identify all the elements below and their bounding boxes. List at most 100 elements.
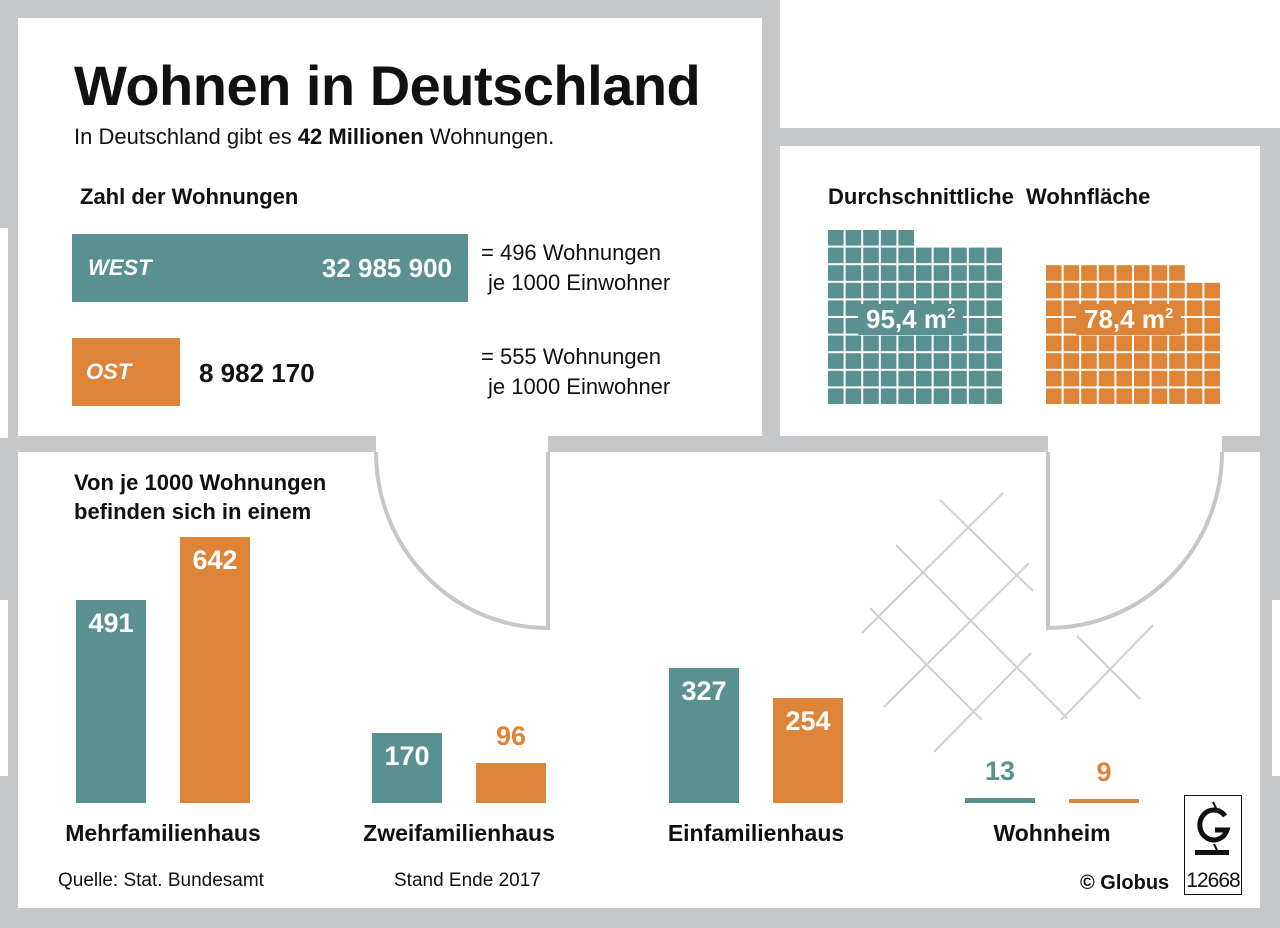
area-cell-west bbox=[933, 335, 950, 352]
area-value-west-text: 95,4 m bbox=[866, 303, 947, 334]
wall-segment bbox=[780, 128, 828, 146]
area-cell-west bbox=[951, 370, 967, 387]
area-cell-ost bbox=[1169, 388, 1185, 404]
area-cell-west bbox=[845, 230, 862, 246]
area-cell-west bbox=[986, 388, 1002, 404]
area-cell-west bbox=[898, 230, 914, 246]
area-cell-west bbox=[986, 370, 1002, 387]
bar-value-label: 9 bbox=[1096, 757, 1112, 787]
area-cell-west bbox=[880, 388, 897, 404]
area-cell-ost bbox=[1134, 282, 1150, 299]
floor-tile-pattern bbox=[861, 492, 1154, 753]
door-opening-left bbox=[376, 430, 548, 460]
area-cell-ost bbox=[1098, 335, 1115, 352]
area-cell-ost bbox=[1186, 282, 1203, 299]
area-cell-ost bbox=[1186, 353, 1203, 369]
area-cell-ost bbox=[1098, 388, 1115, 404]
area-cell-west bbox=[863, 335, 879, 352]
area-cell-west bbox=[986, 335, 1002, 352]
source-note: Quelle: Stat. Bundesamt bbox=[58, 870, 264, 891]
area-cell-ost bbox=[1046, 388, 1062, 404]
area-cell-west bbox=[916, 388, 932, 404]
annotation-ost-line1: = 555 Wohnungen bbox=[481, 344, 662, 369]
area-cell-west bbox=[863, 370, 879, 387]
annotation-ost: = 555 Wohnungen je 1000 Einwohner bbox=[481, 342, 670, 402]
area-cell-west bbox=[916, 370, 932, 387]
area-cell-west bbox=[916, 265, 932, 281]
chart-title-line2: befinden sich in einem bbox=[74, 499, 312, 524]
area-cell-ost bbox=[1081, 388, 1097, 404]
area-cell-ost bbox=[1134, 388, 1150, 404]
area-cell-west bbox=[951, 388, 967, 404]
area-unit-sup: 2 bbox=[1164, 304, 1174, 322]
area-cell-ost bbox=[1063, 282, 1080, 299]
area-cell-ost bbox=[1046, 265, 1062, 281]
area-cell-ost bbox=[1116, 370, 1132, 387]
globus-logo-icon bbox=[1195, 801, 1231, 855]
page-subtitle: In Deutschland gibt es 42 Millionen Wohn… bbox=[74, 124, 554, 150]
area-cell-west bbox=[845, 247, 862, 264]
chart-title-wohnflaeche: Durchschnittliche Wohnfläche bbox=[828, 184, 1151, 209]
area-cell-west bbox=[828, 353, 844, 369]
area-cell-ost bbox=[1204, 300, 1220, 316]
area-cell-west bbox=[933, 388, 950, 404]
area-cell-west bbox=[916, 282, 932, 299]
bar-ost-mehrfamilienhaus: 642 bbox=[180, 537, 250, 803]
area-cell-west bbox=[828, 230, 844, 246]
area-cell-ost bbox=[1151, 265, 1168, 281]
area-cell-ost bbox=[1169, 370, 1185, 387]
bar-label-ost: OST bbox=[86, 359, 132, 384]
area-value-west: 95,4 m2 bbox=[858, 303, 964, 335]
area-cell-ost bbox=[1046, 300, 1062, 316]
outer-strip-right bbox=[1272, 600, 1280, 776]
annotation-west-line1: = 496 Wohnungen bbox=[481, 240, 662, 265]
area-value-ost: 78,4 m2 bbox=[1076, 303, 1182, 335]
area-cell-west bbox=[968, 282, 985, 299]
area-cell-ost bbox=[1063, 335, 1080, 352]
bar-ost-wohnheim: 9 bbox=[1069, 757, 1139, 803]
bar-value-label: 254 bbox=[785, 705, 831, 736]
bar-value-ost: 8 982 170 bbox=[199, 358, 315, 388]
area-cell-ost bbox=[1116, 388, 1132, 404]
area-cell-west bbox=[898, 388, 914, 404]
area-cell-ost bbox=[1046, 370, 1062, 387]
area-cell-west bbox=[863, 282, 879, 299]
area-cell-west bbox=[845, 300, 862, 316]
area-cell-west bbox=[880, 370, 897, 387]
area-cell-west bbox=[863, 353, 879, 369]
chart-title-line1: Von je 1000 Wohnungen bbox=[74, 470, 327, 495]
bar-west-wohnheim: 13 bbox=[965, 756, 1035, 803]
area-cell-west bbox=[933, 353, 950, 369]
area-cell-west bbox=[845, 353, 862, 369]
area-cell-west bbox=[880, 247, 897, 264]
area-cell-west bbox=[863, 230, 879, 246]
area-cell-west bbox=[968, 318, 985, 334]
bar-value-label: 170 bbox=[384, 740, 430, 771]
room-top-right-corridor bbox=[780, 0, 1280, 128]
area-cell-ost bbox=[1081, 353, 1097, 369]
area-cell-west bbox=[863, 388, 879, 404]
area-cell-west bbox=[968, 247, 985, 264]
area-cell-west bbox=[986, 247, 1002, 264]
area-cell-ost bbox=[1046, 282, 1062, 299]
bar-west: WEST 32 985 900 bbox=[72, 234, 468, 302]
area-cell-west bbox=[863, 247, 879, 264]
wall-segment bbox=[828, 136, 1006, 146]
area-cell-west bbox=[986, 282, 1002, 299]
area-cell-west bbox=[916, 247, 932, 264]
area-cell-ost bbox=[1186, 300, 1203, 316]
area-cell-west bbox=[951, 247, 967, 264]
area-cell-ost bbox=[1169, 282, 1185, 299]
area-cell-west bbox=[968, 388, 985, 404]
bar-west-einfamilienhaus: 327 bbox=[669, 667, 739, 803]
category-label: Mehrfamilienhaus bbox=[65, 820, 261, 846]
area-cell-ost bbox=[1063, 353, 1080, 369]
area-cell-west bbox=[828, 370, 844, 387]
bar-value-label: 491 bbox=[88, 607, 134, 638]
globus-logo: 12668 bbox=[1184, 795, 1242, 895]
area-cell-ost bbox=[1081, 265, 1097, 281]
bar-value-label: 327 bbox=[681, 675, 727, 706]
area-cell-west bbox=[898, 247, 914, 264]
area-cell-west bbox=[968, 370, 985, 387]
area-cell-ost bbox=[1204, 282, 1220, 299]
